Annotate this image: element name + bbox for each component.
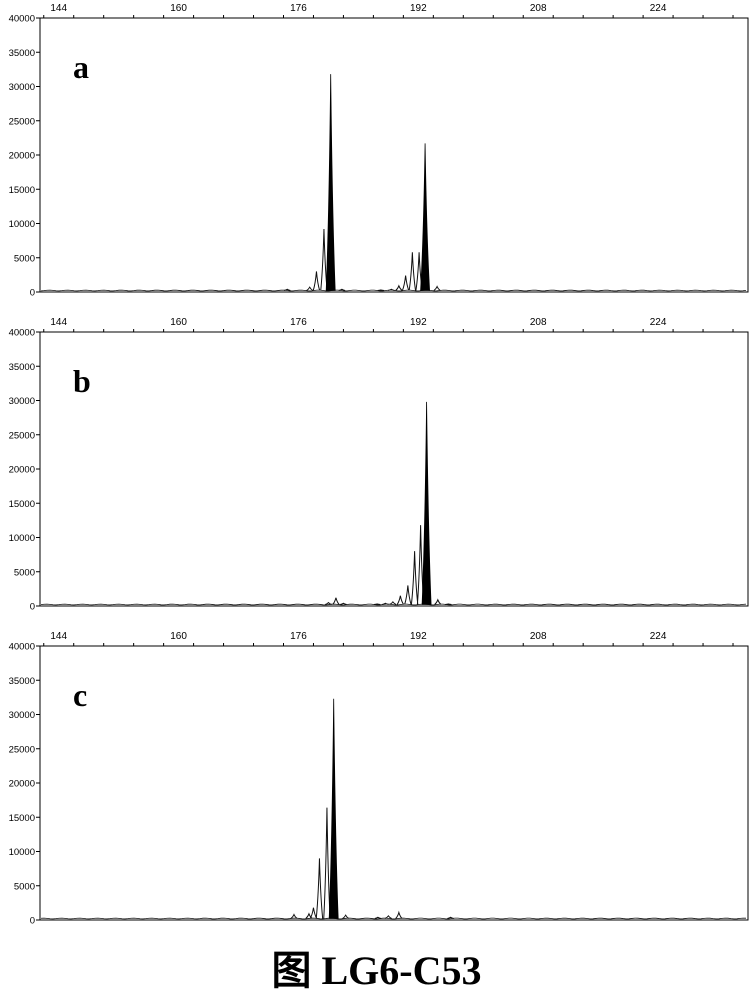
stutter-peak [316, 858, 322, 918]
x-tick-label: 176 [290, 3, 307, 14]
x-tick-label: 192 [410, 317, 427, 328]
y-tick-label: 10000 [9, 533, 35, 544]
stutter-peak [409, 252, 415, 290]
x-tick-label: 144 [50, 317, 67, 328]
x-tick-label: 176 [290, 317, 307, 328]
baseline-trace [41, 604, 746, 605]
allele-peak-filled [329, 699, 338, 919]
stutter-peak [390, 602, 396, 605]
stutter-peak [396, 912, 402, 918]
y-tick-label: 5000 [14, 881, 35, 892]
x-tick-label: 208 [530, 317, 547, 328]
stutter-peak [445, 604, 451, 605]
stutter-peak [324, 808, 330, 919]
y-tick-label: 40000 [9, 328, 35, 339]
panel-a: 144 160 176 192 208 224 0 5000 10000 15000 20000 25… [9, 3, 748, 299]
stutter-peak [340, 603, 346, 604]
plot-frame [40, 18, 748, 292]
y-tick-label: 15000 [9, 185, 35, 196]
x-tick-label: 224 [650, 317, 667, 328]
stutter-peak [378, 290, 384, 291]
plot-frame [40, 646, 748, 920]
stutter-peak [396, 286, 402, 291]
x-tick-label: 192 [410, 631, 427, 642]
y-tick-label: 35000 [9, 362, 35, 373]
y-tick-label: 20000 [9, 465, 35, 476]
panel-label: c [73, 677, 87, 713]
stutter-peak [333, 598, 339, 605]
y-tick-label: 25000 [9, 744, 35, 755]
panel-label: b [73, 363, 91, 399]
y-tick-label: 0 [30, 916, 35, 927]
x-tick-label: 176 [290, 631, 307, 642]
x-tick-label: 224 [650, 631, 667, 642]
stutter-peak [397, 596, 403, 605]
allele-peak-filled [422, 402, 431, 605]
x-tick-label: 224 [650, 3, 667, 14]
y-tick-label: 35000 [9, 676, 35, 687]
stutter-peak [434, 287, 440, 291]
y-tick-label: 10000 [9, 847, 35, 858]
y-tick-label: 35000 [9, 48, 35, 59]
stutter-peak [411, 551, 417, 604]
plot-frame [40, 332, 748, 606]
y-tick-label: 30000 [9, 82, 35, 93]
baseline-trace [41, 918, 746, 919]
y-tick-label: 15000 [9, 813, 35, 824]
x-tick-label: 208 [530, 3, 547, 14]
x-tick-label: 160 [170, 317, 187, 328]
stutter-peak [435, 600, 441, 605]
x-tick-label: 208 [530, 631, 547, 642]
panel-label: a [73, 49, 89, 85]
y-tick-label: 0 [30, 288, 35, 299]
stutter-peak [307, 287, 313, 290]
stutter-peak [374, 604, 380, 605]
y-tick-label: 25000 [9, 430, 35, 441]
y-tick-label: 5000 [14, 567, 35, 578]
y-tick-label: 20000 [9, 779, 35, 790]
y-tick-label: 40000 [9, 642, 35, 653]
stutter-peak [402, 276, 408, 291]
stutter-peak [310, 908, 316, 919]
y-tick-label: 20000 [9, 151, 35, 162]
x-tick-label: 144 [50, 631, 67, 642]
y-tick-label: 40000 [9, 14, 35, 25]
panel-c: 144 160 176 192 208 224 0 5000 10000 15000 20000 25… [9, 631, 748, 927]
y-tick-label: 15000 [9, 499, 35, 510]
figure-caption: 图 LG6-C53 [0, 946, 753, 996]
x-tick-label: 160 [170, 631, 187, 642]
stutter-peak [375, 917, 381, 918]
y-tick-label: 5000 [14, 253, 35, 264]
allele-peak-filled [326, 74, 335, 290]
y-tick-label: 25000 [9, 116, 35, 127]
x-tick-label: 192 [410, 3, 427, 14]
stutter-peak [313, 271, 319, 290]
x-tick-label: 160 [170, 3, 187, 14]
panel-b: 144 160 176 192 208 224 0 5000 10000 15000 20000 25… [9, 317, 748, 613]
x-tick-label: 144 [50, 3, 67, 14]
y-tick-label: 30000 [9, 710, 35, 721]
allele-peak-filled [421, 143, 430, 290]
y-tick-label: 30000 [9, 396, 35, 407]
y-tick-label: 0 [30, 602, 35, 613]
y-tick-label: 10000 [9, 219, 35, 230]
stutter-peak [405, 585, 411, 604]
